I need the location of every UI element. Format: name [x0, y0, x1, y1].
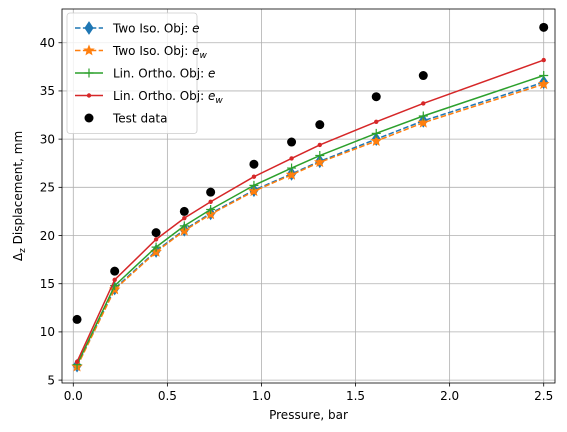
legend-marker [84, 21, 94, 35]
y-tick-label: 30 [40, 132, 55, 146]
legend-label: Lin. Ortho. Obj: e [113, 66, 215, 80]
legend-label-variable: e [208, 89, 215, 103]
legend-entry: Two Iso. Obj: ew [75, 44, 208, 61]
legend-label-text: Lin. Ortho. Obj: [113, 66, 208, 80]
data-point [153, 237, 159, 242]
data-point [179, 221, 189, 231]
legend-entry: Lin. Ortho. Obj: ew [75, 89, 223, 106]
y-tick-label: 10 [40, 325, 55, 339]
y-axis-label: Δz Displacement, mm [11, 131, 28, 261]
legend-label: Lin. Ortho. Obj: ew [113, 89, 223, 106]
legend-label-subscript: w [215, 96, 223, 106]
legend-marker [84, 113, 94, 123]
data-point [371, 92, 381, 102]
legend-label-text: Lin. Ortho. Obj: [113, 89, 208, 103]
y-tick-label: 20 [40, 229, 55, 243]
data-point [179, 206, 189, 216]
legend-label-text: Test data [112, 111, 167, 125]
data-point [314, 156, 326, 168]
data-point [421, 101, 426, 106]
x-tick-label: 1.0 [252, 389, 271, 403]
legend-label-variable: e [192, 21, 199, 35]
data-point [539, 71, 549, 81]
data-point [374, 119, 379, 124]
legend-label-text: Two Iso. Obj: [112, 44, 192, 58]
legend-box [66, 12, 198, 134]
legend-marker [83, 44, 95, 56]
data-point [541, 57, 546, 63]
x-tick-label: 0.0 [64, 389, 83, 403]
data-point [317, 142, 322, 148]
x-axis-label: Pressure, bar [269, 408, 348, 422]
legend-label-variable: e [208, 66, 215, 80]
data-point [289, 156, 294, 161]
data-point [315, 120, 325, 130]
data-point [249, 159, 259, 169]
data-point [249, 180, 259, 190]
legend-label-subscript: w [200, 51, 208, 61]
legend-label: Test data [112, 111, 167, 125]
data-point [72, 314, 82, 324]
legend-entry: Test data [84, 111, 167, 125]
data-point [182, 215, 187, 221]
data-point [370, 134, 383, 146]
series-3 [72, 71, 549, 370]
x-tick-label: 2.5 [534, 389, 553, 403]
data-point [417, 116, 430, 128]
data-point [206, 187, 216, 197]
data-point [248, 185, 260, 197]
y-tick-label: 25 [40, 181, 55, 195]
legend-label-text: Two Iso. Obj: [112, 21, 192, 35]
legend-marker [86, 93, 92, 98]
data-point [208, 199, 213, 204]
y-tick-label: 35 [40, 84, 55, 98]
y-tick-label: 5 [47, 373, 55, 387]
axes-frame [61, 8, 556, 384]
data-point [418, 71, 428, 81]
legend-entry: Two Iso. Obj: e [75, 21, 200, 35]
data-point [151, 242, 161, 252]
data-point [287, 137, 297, 147]
x-tick-label: 2.0 [440, 389, 459, 403]
data-point [315, 151, 325, 161]
axis-ticks: 0.0 0.5 1.0 1.5 2.0 2.5 5 10 15 20 25 30 35 40 [40, 36, 554, 403]
data-point [206, 204, 216, 214]
data-point [251, 174, 257, 179]
y-axis-label-symbol: Δ [11, 252, 25, 261]
legend-label: Two Iso. Obj: ew [112, 44, 208, 61]
data-point [112, 277, 117, 283]
y-axis-label-subscript: z [18, 248, 28, 253]
data-point [287, 163, 297, 173]
data-point [371, 128, 381, 138]
data-point [285, 168, 298, 180]
grid [62, 9, 555, 383]
data-point [418, 111, 428, 121]
y-tick-label: 15 [40, 277, 55, 291]
data-point [151, 228, 161, 238]
series-4 [74, 57, 546, 364]
data-point [537, 78, 550, 90]
y-tick-label: 40 [40, 36, 55, 50]
x-tick-label: 1.5 [346, 389, 365, 403]
legend-marker [84, 68, 94, 78]
legend-label-variable: e [192, 44, 199, 58]
plot-series [71, 22, 550, 373]
data-point [110, 266, 120, 276]
legend-entry: Lin. Ortho. Obj: e [75, 66, 215, 80]
legend-label: Two Iso. Obj: e [112, 21, 200, 35]
data-point [539, 22, 549, 32]
x-tick-label: 0.5 [158, 389, 177, 403]
y-axis-label-text: Displacement, mm [11, 131, 25, 248]
series-5 [72, 22, 549, 324]
data-point [74, 359, 80, 364]
